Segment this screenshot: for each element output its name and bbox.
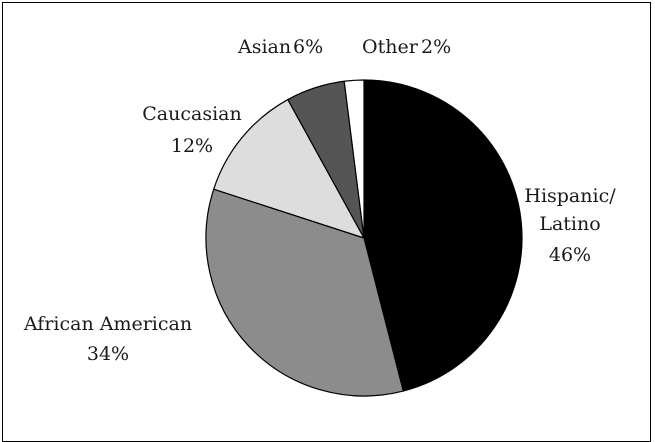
pie-slice-caucasian: [213, 98, 365, 239]
pie-slice-african-american: [205, 188, 404, 397]
slice-label-caucasian: Caucasian 12%: [142, 103, 241, 157]
label-percent: 6%: [293, 36, 323, 58]
label-line: Hispanic/: [524, 185, 616, 207]
label-line: African American: [23, 313, 192, 335]
pie-slice-hispanic-latino: [363, 79, 523, 392]
label-percent: 34%: [87, 343, 129, 365]
label-line: Other: [362, 36, 419, 58]
label-line: Caucasian: [142, 103, 241, 125]
pie-slices: [205, 79, 523, 397]
slice-label-other: Other 2%: [362, 36, 451, 58]
label-line: Asian: [237, 36, 291, 58]
label-percent: 2%: [421, 36, 451, 58]
label-line: Latino: [539, 213, 600, 235]
label-percent: 46%: [549, 244, 591, 266]
slice-label-hispanic-latino: Hispanic/ Latino 46%: [524, 185, 616, 266]
pie-slice-other: [343, 79, 365, 239]
slice-label-asian: Asian 6%: [237, 36, 323, 58]
slice-label-african-american: African American 34%: [23, 313, 192, 365]
label-percent: 12%: [171, 135, 213, 157]
